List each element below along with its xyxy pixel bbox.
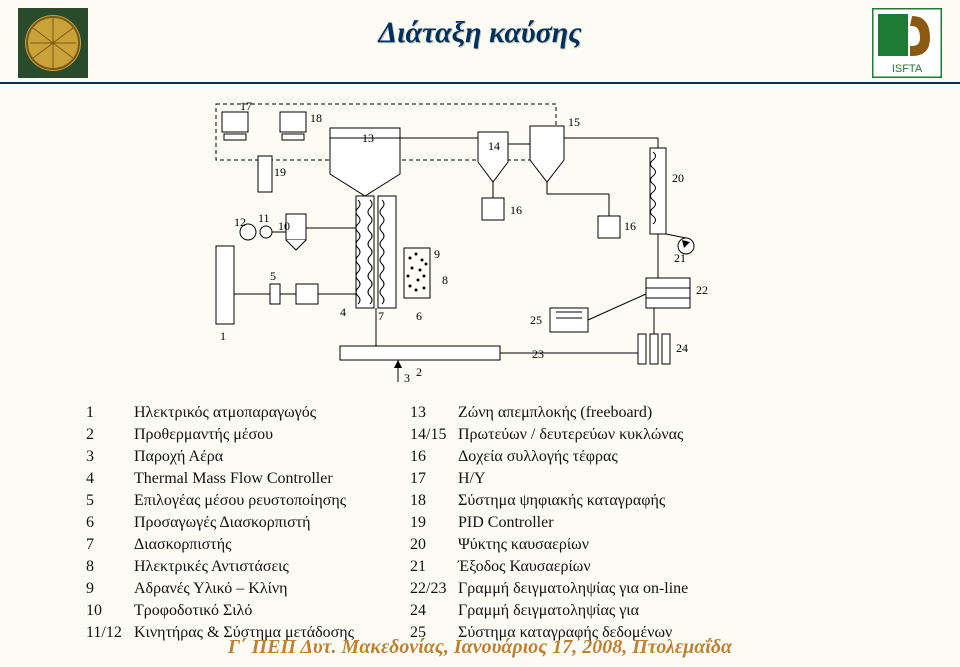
dlabel-8: 8 [442, 273, 448, 287]
legend-text: Επιλογέας μέσου ρευστοποίησης [134, 492, 354, 510]
legend-num: 9 [86, 580, 134, 598]
legend-text: Τροφοδοτικό Σιλό [134, 602, 354, 620]
header: Διάταξη καύσης ISFTA [0, 0, 960, 86]
dlabel-17: 17 [240, 99, 252, 113]
legend-text: Ζώνη απεμπλοκής (freeboard) [458, 404, 688, 422]
dlabel-18: 18 [310, 111, 322, 125]
legend-num: 7 [86, 536, 134, 554]
dlabel-7: 7 [378, 309, 384, 323]
dlabel-6: 6 [416, 309, 422, 323]
legend-col-left: 1Ηλεκτρικός ατμοπαραγωγός2Προθερμαντής μ… [86, 404, 354, 642]
legend-text: Ηλεκτρικές Αντιστάσεις [134, 558, 354, 576]
legend-num: 5 [86, 492, 134, 510]
dlabel-1: 1 [220, 329, 226, 343]
dlabel-11: 11 [258, 211, 270, 225]
page-title: Διάταξη καύσης [0, 16, 960, 50]
header-rule [0, 82, 960, 84]
dlabel-22: 22 [696, 283, 708, 297]
schematic-diagram: 17 18 19 13 9 8 7 6 [210, 98, 750, 388]
legend-text: Γραμμή δειγματοληψίας για [458, 602, 688, 620]
dlabel-9: 9 [434, 247, 440, 261]
legend-num: 1 [86, 404, 134, 422]
dlabel-19: 19 [274, 165, 286, 179]
dlabel-16a: 16 [510, 203, 522, 217]
legend-num: 14/15 [410, 426, 458, 444]
dlabel-3: 3 [404, 371, 410, 385]
legend-num: 13 [410, 404, 458, 422]
legend-text: Thermal Mass Flow Controller [134, 470, 354, 488]
legend-num: 2 [86, 426, 134, 444]
legend-text: Προσαγωγές Διασκορπιστή [134, 514, 354, 532]
legend-text: Προθερμαντής μέσου [134, 426, 354, 444]
right-logo-text: ISFTA [892, 63, 923, 75]
legend-num: 3 [86, 448, 134, 466]
dlabel-15: 15 [568, 115, 580, 129]
legend-num: 24 [410, 602, 458, 620]
legend-num: 19 [410, 514, 458, 532]
footer-text: Γ΄ ΠΕΠ Δυτ. Μακεδονίας, Ιανουάριος 17, 2… [0, 636, 960, 659]
legend-text: Δοχεία συλλογής τέφρας [458, 448, 688, 466]
dlabel-20: 20 [672, 171, 684, 185]
dlabel-25: 25 [530, 313, 542, 327]
legend-num: 20 [410, 536, 458, 554]
legend-num: 21 [410, 558, 458, 576]
legend-text: Η/Υ [458, 470, 688, 488]
dlabel-16b: 16 [624, 219, 636, 233]
legend-text: Έξοδος Καυσαερίων [458, 558, 688, 576]
right-logo: ISFTA [872, 8, 942, 78]
legend-text: Αδρανές Υλικό – Κλίνη [134, 580, 354, 598]
legend-text: Διασκορπιστής [134, 536, 354, 554]
dlabel-10: 10 [278, 219, 290, 233]
dlabel-23: 23 [532, 347, 544, 361]
legend-num: 4 [86, 470, 134, 488]
dlabel-21: 21 [674, 251, 686, 265]
legend-num: 18 [410, 492, 458, 510]
dlabel-4: 4 [340, 305, 346, 319]
dlabel-2: 2 [416, 365, 422, 379]
legend-text: Παροχή Αέρα [134, 448, 354, 466]
legend-num: 22/23 [410, 580, 458, 598]
legend-text: Ηλεκτρικός ατμοπαραγωγός [134, 404, 354, 422]
legend-num: 6 [86, 514, 134, 532]
legend-num: 8 [86, 558, 134, 576]
legend-col-right: 13Ζώνη απεμπλοκής (freeboard)14/15Πρωτεύ… [410, 404, 688, 642]
legend-num: 17 [410, 470, 458, 488]
legend-num: 16 [410, 448, 458, 466]
legend-num: 10 [86, 602, 134, 620]
legend-text: Σύστημα ψηφιακής καταγραφής [458, 492, 688, 510]
legend-text: Γραμμή δειγματοληψίας για on-line [458, 580, 688, 598]
legend-text: PID Controller [458, 514, 688, 532]
dlabel-14: 14 [488, 139, 500, 153]
legend-text: Πρωτεύων / δευτερεύων κυκλώνας [458, 426, 688, 444]
dlabel-24: 24 [676, 341, 688, 355]
dlabel-5: 5 [270, 269, 276, 283]
legend: 1Ηλεκτρικός ατμοπαραγωγός2Προθερμαντής μ… [86, 404, 900, 642]
dlabel-12: 12 [234, 215, 246, 229]
legend-text: Ψύκτης καυσαερίων [458, 536, 688, 554]
dlabel-13: 13 [362, 131, 374, 145]
